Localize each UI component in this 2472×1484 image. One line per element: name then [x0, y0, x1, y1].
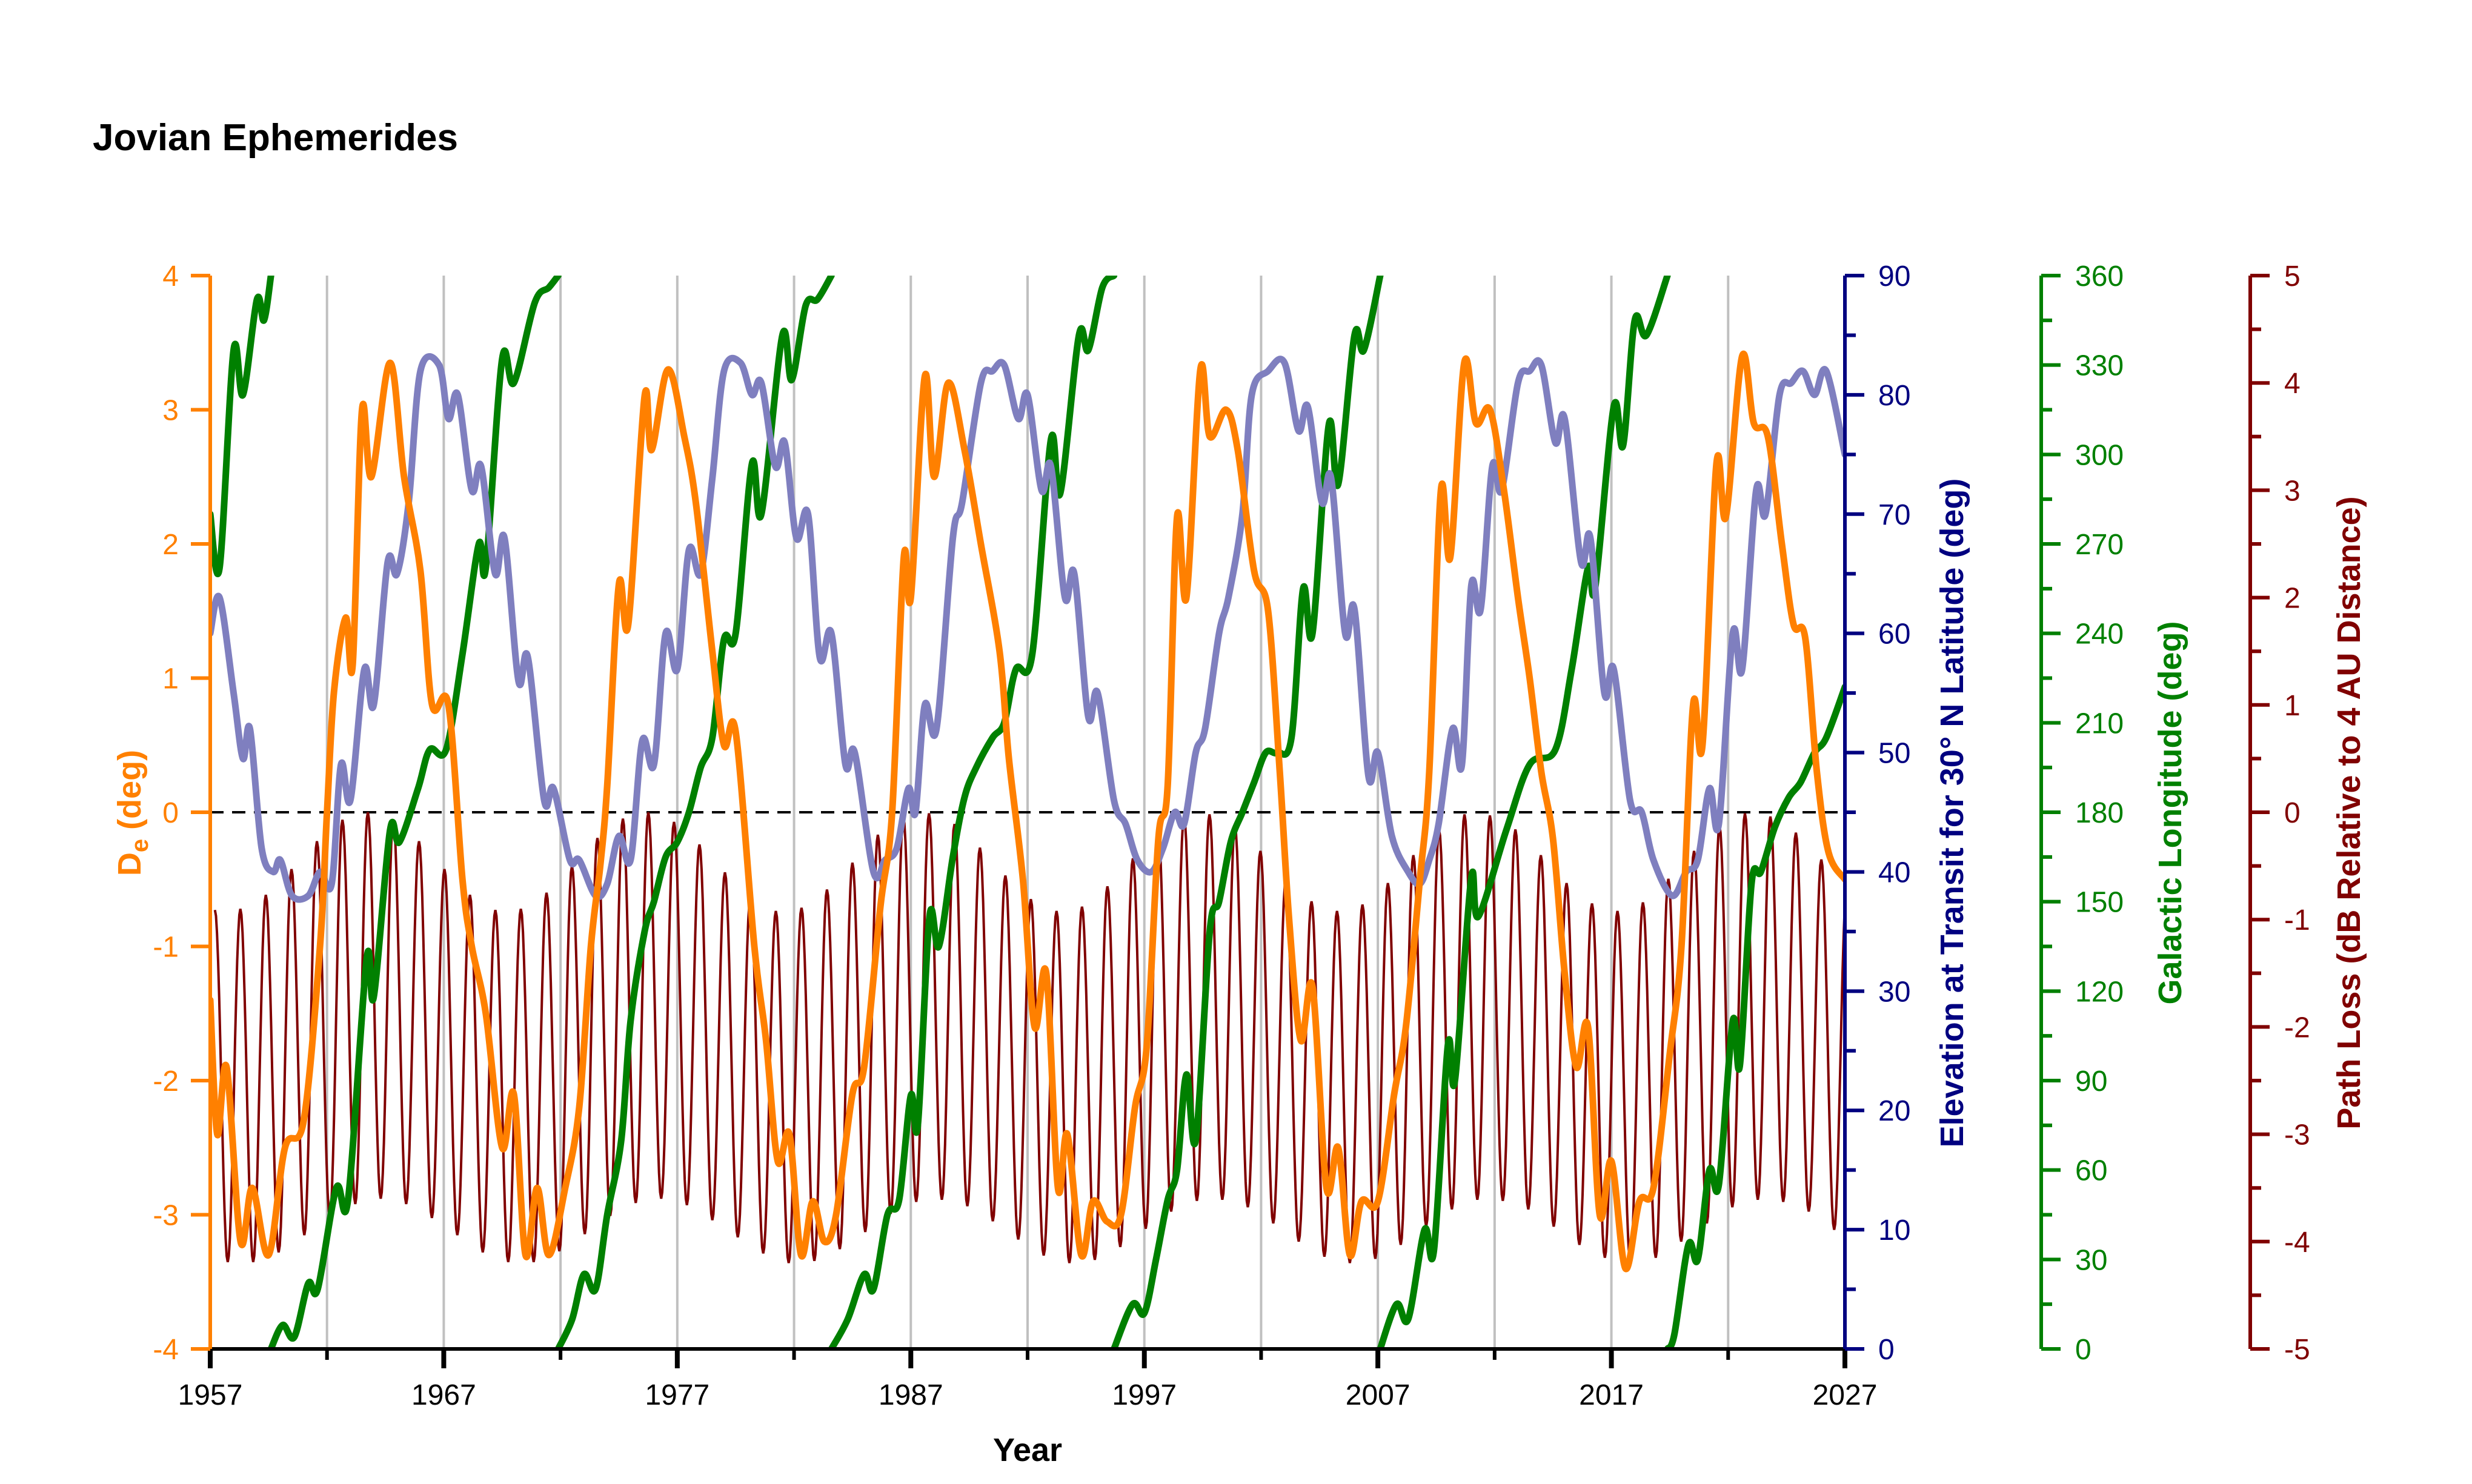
series-line-galactic: [210, 276, 274, 577]
elevation-tick-label: 20: [1878, 1095, 1910, 1127]
pathloss-tick-label: 1: [2284, 690, 2301, 722]
elevation-tick-label: 90: [1878, 260, 1910, 293]
pathloss-tick-label: 5: [2284, 260, 2301, 293]
series-line-galactic: [1664, 683, 1845, 1349]
series-line-pathloss: [213, 812, 1845, 1264]
galactic-tick-label: 60: [2075, 1155, 2107, 1187]
elevation-tick-label: 40: [1878, 856, 1910, 889]
axes-group: 1957 1967 1977 1987 1997 2007 2017 2027 -4 -3 -2 -1…: [153, 260, 2310, 1411]
galactic-tick-label: 270: [2075, 529, 2124, 561]
pathloss-tick-label: -4: [2284, 1227, 2310, 1259]
De-tick-label: -2: [153, 1065, 179, 1098]
series-line-elevation: [210, 353, 1845, 903]
de-axis-title: De (deg): [111, 750, 153, 876]
series-line-galactic: [1111, 276, 1384, 1349]
De-tick-label: -4: [153, 1334, 179, 1366]
elevation-tick-label: 80: [1878, 380, 1910, 412]
x-axis-title: Year: [993, 1432, 1062, 1468]
de-axis-title-main: D: [111, 852, 148, 876]
series-line-galactic: [267, 276, 562, 1349]
galactic-tick-label: 150: [2075, 887, 2124, 919]
x-tick-label: 1957: [178, 1379, 243, 1411]
pathloss-tick-label: 4: [2284, 368, 2301, 400]
galactic-tick-label: 240: [2075, 618, 2124, 651]
series-line-galactic: [1377, 276, 1671, 1349]
galactic-tick-label: 360: [2075, 260, 2124, 293]
series-group: [210, 276, 1845, 1349]
pathloss-tick-label: 2: [2284, 583, 2301, 615]
pathloss-tick-label: -3: [2284, 1119, 2310, 1151]
x-tick-label: 2027: [1813, 1379, 1878, 1411]
pathloss-axis-title: Path Loss (dB Relative to 4 AU Distance): [2331, 496, 2367, 1129]
De-tick-label: 1: [162, 663, 179, 695]
x-tick-label: 1967: [411, 1379, 476, 1411]
de-axis-title-rest: (deg): [111, 750, 148, 839]
series-line-galactic: [554, 276, 835, 1349]
x-tick-label: 2007: [1346, 1379, 1410, 1411]
galactic-tick-label: 300: [2075, 439, 2124, 471]
elevation-tick-label: 10: [1878, 1214, 1910, 1247]
elevation-tick-label: 0: [1878, 1334, 1895, 1366]
elevation-tick-label: 70: [1878, 499, 1910, 531]
pathloss-tick-label: -1: [2284, 904, 2310, 936]
De-tick-label: 4: [162, 260, 179, 293]
galactic-tick-label: 90: [2075, 1065, 2107, 1098]
galactic-tick-label: 210: [2075, 707, 2124, 740]
galactic-tick-label: 180: [2075, 797, 2124, 829]
De-tick-label: 3: [162, 395, 179, 427]
x-tick-label: 1997: [1112, 1379, 1177, 1411]
series-line-De: [210, 350, 1845, 1273]
De-tick-label: 0: [162, 797, 179, 829]
x-tick-label: 1977: [645, 1379, 709, 1411]
elevation-axis-title: Elevation at Transit for 30° N Latitude …: [1934, 479, 1970, 1148]
elevation-tick-label: 60: [1878, 618, 1910, 651]
galactic-axis-title: Galactic Longitude (deg): [2152, 621, 2188, 1004]
galactic-tick-label: 330: [2075, 350, 2124, 382]
pathloss-tick-label: 3: [2284, 475, 2301, 507]
galactic-tick-label: 0: [2075, 1334, 2092, 1366]
elevation-tick-label: 50: [1878, 738, 1910, 770]
pathloss-tick-label: -2: [2284, 1012, 2310, 1044]
galactic-tick-label: 30: [2075, 1244, 2107, 1276]
x-tick-label: 1987: [879, 1379, 943, 1411]
De-tick-label: 2: [162, 529, 179, 561]
chart-title: Jovian Ephemerides: [93, 117, 458, 159]
pathloss-tick-label: -5: [2284, 1334, 2310, 1366]
x-tick-label: 2017: [1579, 1379, 1644, 1411]
De-tick-label: -3: [153, 1200, 179, 1232]
series-line-galactic: [828, 276, 1118, 1349]
de-axis-title-sub: e: [127, 839, 153, 852]
galactic-tick-label: 120: [2075, 976, 2124, 1008]
pathloss-tick-label: 0: [2284, 797, 2301, 829]
elevation-tick-label: 30: [1878, 976, 1910, 1008]
De-tick-label: -1: [153, 932, 179, 964]
